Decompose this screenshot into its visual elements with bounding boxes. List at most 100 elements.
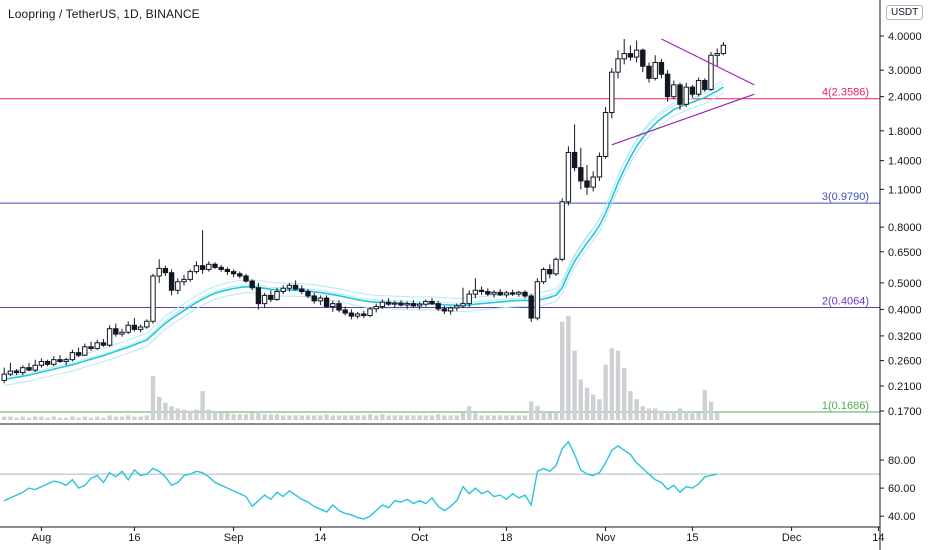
volume-bar [640,406,645,420]
candle-body [113,328,119,335]
candle-body [63,359,69,362]
price-tick-label: 1.1000 [888,184,922,196]
candle-body [503,292,510,296]
oscillator-tick-label: 80.00 [888,455,916,467]
volume-bar [107,415,112,420]
candle-body [44,360,51,365]
time-tick-label: 15 [686,532,698,544]
time-tick-label: Oct [411,532,428,544]
fib-level-labels: 4(2.3586) 3(0.9790) 2(0.4064) 1(0.1686) [822,87,869,412]
candle-body [702,79,708,90]
candle-body [268,294,274,300]
candle-body [187,271,193,280]
candle-body [454,305,460,309]
time-tick-label: Dec [782,532,802,544]
candle-body [664,73,671,98]
candlesticks [1,38,727,384]
time-tick-label: Nov [596,532,616,544]
volume-bar [8,416,13,420]
candle-body [590,176,596,188]
volume-bar [380,414,385,420]
volume-bar [467,406,472,420]
candle-body [261,294,268,305]
ma-band-upper [4,79,724,373]
volume-bar [510,415,515,420]
oscillator-tick-label: 40.00 [888,511,916,523]
time-tick-label: 16 [128,532,140,544]
candle-body [342,309,348,314]
candle-body [671,84,677,98]
volume-bar [367,414,373,420]
volume-bar [361,415,366,420]
fib-level-label: 4(2.3586) [822,87,869,99]
volume-bar [659,410,664,420]
candle-body [677,84,683,105]
candle-body [683,86,689,105]
pattern-line[interactable] [661,38,755,86]
volume-bar [417,415,422,420]
volume-bar [597,399,602,420]
candle-body [292,284,299,290]
candle-body [472,289,479,295]
volume-bar [374,415,379,420]
candle-body [51,359,57,365]
volume-bar [2,416,7,420]
volume-bar [485,415,490,420]
candle-body [212,263,218,268]
volume-bar [14,417,19,420]
candle-body [534,281,541,319]
volume-bar [318,415,323,420]
currency-button[interactable]: USDT [886,5,924,20]
candle-body [274,291,280,300]
volume-bar [268,414,273,420]
candle-body [410,303,417,307]
volume-bar [95,416,100,420]
moving-average-lines [4,79,724,386]
price-tick-label: 3.0000 [888,65,922,77]
candle-body [708,54,714,90]
candle-body [280,287,286,293]
candle-body [168,272,175,291]
candle-body [447,307,454,312]
price-tick-label: 2.4000 [888,92,922,104]
volume-bar [578,379,583,420]
price-tick-label: 0.1700 [888,406,922,418]
candle-body [398,302,404,306]
candle-body [299,288,305,293]
candle-body [379,301,386,307]
candle-body [596,155,603,178]
volume-bar [45,417,50,420]
volume-bar [448,415,453,420]
candle-body [441,308,448,312]
volume-bar [690,410,695,420]
volume-bar [76,417,81,420]
volume-bar [150,376,156,420]
fib-levels [0,98,880,413]
candle-body [106,328,113,346]
candle-body [305,291,311,297]
volume-bar [591,394,596,420]
candle-body [26,367,32,371]
pattern-line[interactable] [611,93,755,146]
volume-bar [584,387,590,420]
candle-body [627,53,634,58]
candle-body [509,292,516,295]
candle-body [7,370,14,375]
volume-bar [392,415,397,420]
candle-body [175,281,181,291]
volume-bar [622,368,627,420]
volume-bar [194,409,199,420]
time-tick-label: Sep [224,532,244,544]
volume-bar [541,410,546,420]
oscillator-tick-label: 60.00 [888,483,916,495]
candle-body [553,258,559,275]
volume-bar [39,416,44,420]
time-axis: Aug 16 Sep 14 Oct 18 Nov 15 Dec 14 [32,527,885,544]
candle-body [69,352,76,361]
candle-body [478,289,485,293]
candle-body [243,275,249,282]
candle-body [237,273,243,277]
volume-bar [169,406,174,420]
